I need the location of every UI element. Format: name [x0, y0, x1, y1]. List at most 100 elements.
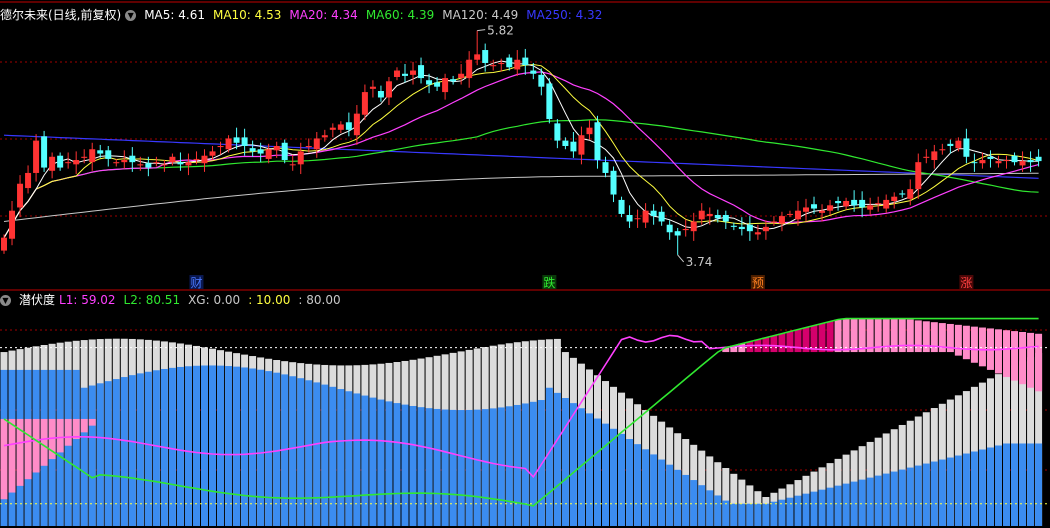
- indicator-bar-grey: [738, 479, 746, 526]
- indicator-bar-blue: [610, 428, 618, 526]
- indicator-bar-blue: [682, 474, 690, 526]
- indicator-bar-blue: [730, 503, 738, 526]
- candle-body: [803, 207, 809, 212]
- indicator-bar-pink: [946, 323, 954, 353]
- indicator-bar-blue: [273, 372, 281, 526]
- indicator-bar-blue: [818, 489, 826, 526]
- indicator-bar-pink: [962, 325, 970, 360]
- indicator-bar-blue: [96, 383, 104, 526]
- indicator-bar-pink: [818, 323, 826, 353]
- candle-body: [474, 54, 481, 60]
- indicator-bar-blue: [168, 367, 176, 526]
- candle-body: [305, 146, 312, 148]
- candle-body: [963, 138, 970, 157]
- indicator-bar-blue: [1035, 443, 1043, 526]
- indicator-bar-pink: [930, 322, 938, 353]
- ma5-line: [3, 60, 1039, 238]
- indicator-bar-blue: [786, 497, 794, 526]
- indicator-bar-blue: [433, 408, 441, 526]
- indicator-bar-pink: [24, 418, 32, 480]
- ma-legend: MA5: 4.61 MA10: 4.53 MA20: 4.34 MA60: 4.39 M…: [144, 8, 610, 22]
- candle-body: [698, 210, 705, 220]
- candle-body: [249, 148, 256, 152]
- candle-body: [281, 142, 288, 161]
- candle-body: [1, 237, 7, 251]
- chevron-down-icon[interactable]: ▼: [125, 10, 137, 21]
- indicator-legend-item: L1: 59.02: [59, 293, 116, 307]
- candle-body: [161, 164, 168, 166]
- candle-body: [987, 156, 994, 159]
- indicator-bar-pink: [810, 325, 818, 353]
- indicator-bar-blue: [176, 366, 184, 526]
- event-marker: 涨: [960, 275, 972, 290]
- candle-body: [377, 91, 384, 98]
- indicator-title: 潜伏度: [19, 293, 56, 307]
- candle-body: [241, 137, 248, 146]
- indicator-bar-pink: [954, 324, 962, 356]
- candle-body: [1035, 156, 1042, 162]
- indicator-bar-blue: [882, 473, 890, 526]
- indicator-bar-blue: [1019, 443, 1027, 526]
- indicator-bar-pink: [730, 345, 738, 353]
- indicator-bar-blue: [898, 469, 906, 526]
- indicator-bar-blue: [938, 459, 946, 526]
- candle-body: [105, 150, 112, 159]
- low-pointer: [677, 254, 685, 263]
- indicator-bar-blue: [209, 365, 217, 526]
- candle-body: [578, 135, 585, 155]
- ma10-line: [3, 63, 1039, 238]
- indicator-bar-pink: [906, 319, 914, 353]
- event-marker: 预: [752, 276, 764, 290]
- candle-body: [546, 83, 553, 120]
- high-price-label: 5.82: [487, 24, 514, 38]
- indicator-bar-blue: [144, 371, 152, 526]
- ma-legend-item: MA120: 4.49: [442, 8, 519, 22]
- candle-body: [113, 162, 120, 164]
- indicator-bar-blue: [217, 365, 225, 526]
- candle-body: [867, 205, 874, 210]
- indicator-bar-blue: [914, 465, 922, 526]
- event-marker: 跌: [543, 275, 555, 290]
- candle-body: [754, 232, 761, 235]
- indicator-bar-blue: [561, 397, 569, 526]
- indicator-bar-blue: [569, 403, 577, 526]
- candle-body: [514, 59, 521, 70]
- indicator-bar-pink: [1011, 331, 1019, 381]
- indicator-bar-pink: [72, 418, 80, 440]
- indicator-bar-blue: [393, 403, 401, 526]
- indicator-panel-header: ▼ 潜伏度 L1: 59.02 L2: 80.51 XG: 0.00: 10.00: 8…: [0, 292, 357, 308]
- indicator-bar-blue: [441, 409, 449, 526]
- indicator-bar-pink: [0, 418, 8, 500]
- indicator-bar-blue: [810, 491, 818, 526]
- indicator-legend-item: L2: 80.51: [123, 293, 181, 307]
- candle-body: [530, 70, 537, 74]
- candle-body: [674, 231, 681, 236]
- candle-body: [794, 210, 801, 220]
- indicator-bar-blue: [1003, 443, 1010, 526]
- indicator-bar-blue: [978, 449, 986, 526]
- candle-body: [730, 225, 737, 227]
- indicator-bar-blue: [762, 503, 770, 526]
- candle-body: [1003, 160, 1010, 162]
- candle-body: [97, 150, 104, 154]
- indicator-bar-pink: [1035, 333, 1043, 392]
- indicator-bar-blue: [241, 367, 249, 526]
- candle-body: [41, 136, 48, 168]
- candle-body: [738, 226, 745, 230]
- candle-body: [233, 137, 240, 143]
- candle-body: [153, 162, 160, 164]
- indicator-bar-blue: [962, 453, 970, 526]
- candle-body: [265, 149, 272, 159]
- indicator-bar-blue: [714, 495, 722, 526]
- candle-body: [827, 205, 834, 211]
- indicator-bar-blue: [850, 481, 858, 526]
- indicator-bar-blue: [88, 385, 96, 526]
- candle-body: [995, 161, 1002, 164]
- indicator-bar-blue: [634, 444, 642, 526]
- indicator-bar-blue: [874, 475, 882, 526]
- candle-body: [313, 138, 320, 150]
- indicator-bar-blue: [184, 366, 192, 526]
- chevron-down-icon[interactable]: ▼: [0, 295, 11, 306]
- low-price-label: 3.74: [686, 255, 713, 269]
